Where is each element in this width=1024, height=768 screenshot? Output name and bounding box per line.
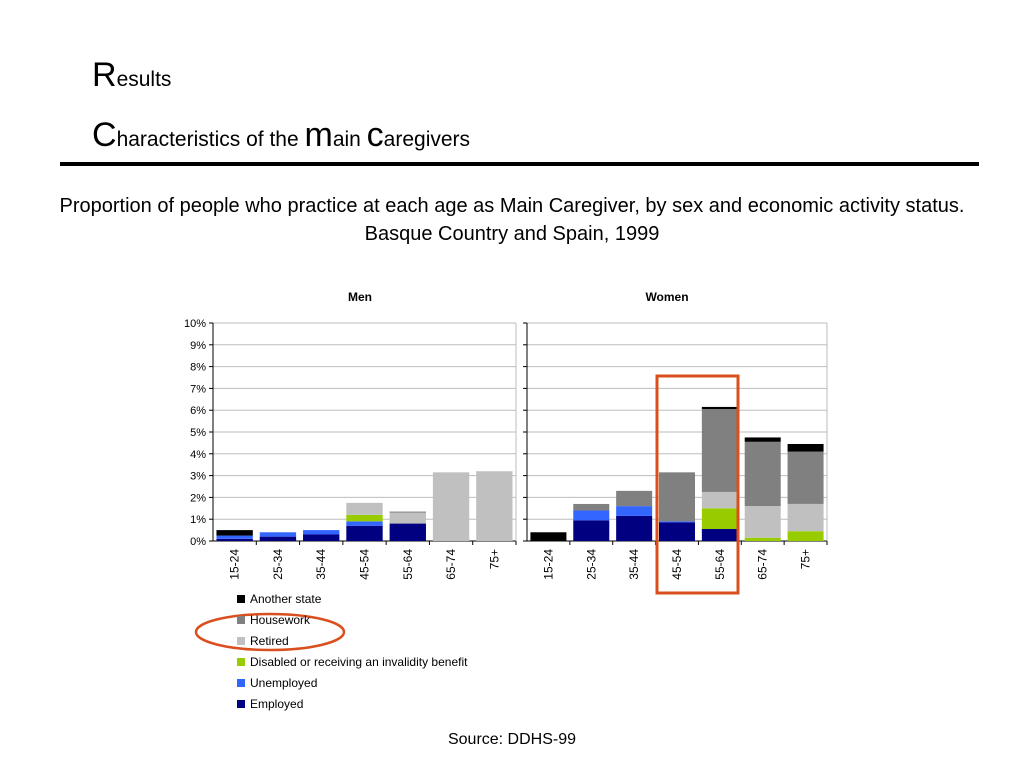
bar-segment-housework [659,472,695,522]
panel-title-men: Men [348,290,372,304]
legend-swatch [237,616,245,624]
bar-segment-retired [476,471,513,541]
x-tick-label: 75+ [799,549,813,569]
x-tick-label: 55-64 [713,549,727,580]
bar-segment-unemployed [616,506,653,516]
legend-item: Unemployed [237,676,317,690]
x-tick-label: 15-24 [228,549,242,580]
x-tick-label: 25-34 [584,549,598,580]
bar-segment-housework [701,409,738,492]
bar-segment-another-state [701,406,738,410]
bar-segment-another-state [787,443,824,452]
bar-segment-employed [573,520,610,541]
y-tick-label: 7% [190,383,206,395]
x-tick-label: 75+ [487,549,501,569]
legend-label: Disabled or receiving an invalidity bene… [250,655,468,669]
bar-segment-retired [432,472,470,541]
legend-item: Housework [237,613,310,627]
legend-label: Retired [250,634,289,648]
legend-item: Disabled or receiving an invalidity bene… [237,655,467,669]
legend-label: Unemployed [250,676,318,690]
bar-segment-employed [303,534,340,541]
y-tick-label: 10% [184,318,206,330]
x-tick-label: 35-44 [314,549,328,580]
legend-swatch [237,658,245,666]
legend-label: Another state [250,592,322,606]
bar-segment-unemployed [346,521,383,526]
legend-swatch [237,700,245,708]
panel-men: 0% 1% 2% 3% 4% 5% 6% 7% 8% 9% 10% Men 15-24 25-34 35-4… [184,290,517,580]
x-tick-label: 35-44 [627,549,641,580]
bar-segment-disabled-or-receiving-an-invalidity-benefit [744,537,781,541]
bar-segment-housework [744,441,781,507]
y-tick-label: 6% [190,405,206,417]
subtitle-line-1: Proportion of people who practice at eac… [59,195,965,217]
x-tick-label: 15-24 [541,549,555,580]
bar-segment-employed [659,522,695,541]
x-tick-label: 65-74 [444,549,458,580]
bar-segment-employed [616,515,653,541]
bar-segment-retired [787,503,824,532]
bar-segment-housework [573,503,610,511]
bar-segment-another-state [530,532,567,541]
title-characteristics: Characteristics of the main caregivers [92,116,471,154]
bar-segment-retired [389,512,426,524]
bar-segment-employed [346,525,383,541]
legend-label: Housework [250,613,311,627]
legend-swatch [237,637,245,645]
bar-segment-housework [616,490,653,507]
y-tick-label: 4% [190,449,206,461]
bar-segment-housework [787,451,824,504]
bar-segment-employed [216,538,253,541]
subtitle-line-2: Basque Country and Spain, 1999 [364,223,660,245]
bar-segment-unemployed [303,530,340,535]
bar-segment-employed [389,523,426,541]
y-tick-label: 5% [190,427,206,439]
highlight-ellipse [194,612,346,652]
x-tick-label: 55-64 [401,549,415,580]
x-tick-label: 65-74 [756,549,770,580]
bar-segment-disabled-or-receiving-an-invalidity-benefit [346,514,383,522]
bar-segment-disabled-or-receiving-an-invalidity-benefit [787,531,824,541]
bar-segment-retired [346,502,383,515]
source-note: Source: DDHS-99 [447,731,577,748]
bar-segment-disabled-or-receiving-an-invalidity-benefit [701,508,738,530]
bar-segment-unemployed [259,532,297,537]
legend-label: Employed [250,697,304,711]
legend-swatch [237,595,245,603]
legend-item: Retired [237,634,289,648]
y-tick-label: 8% [190,362,206,374]
title-results: Results [92,56,172,94]
bar-segment-another-state [216,530,253,536]
bar-segment-retired [744,506,781,538]
bar-segment-employed [259,536,297,541]
chart-subtitle: Proportion of people who practice at eac… [40,192,984,248]
y-tick-label: 9% [190,340,206,352]
bar-segment-unemployed [659,521,695,523]
panel-women: Women 15-24 25-34 35-44 45-54 55-64 65-74 75+ [523,290,828,580]
x-tick-label: 45-54 [670,549,684,580]
bar-segment-retired [701,491,738,509]
legend-item: Another state [237,592,321,606]
panel-title-women: Women [645,290,688,304]
y-tick-label: 3% [190,471,206,483]
title-divider [60,162,979,166]
y-tick-label: 0% [190,536,206,548]
y-tick-label: 2% [190,492,206,504]
bar-segment-employed [701,529,738,541]
x-tick-label: 25-34 [271,549,285,580]
bar-segment-unemployed [573,510,610,521]
legend-swatch [237,679,245,687]
x-tick-label: 45-54 [358,549,372,580]
legend-item: Employed [237,697,303,711]
y-tick-label: 1% [190,514,206,526]
bar-segment-another-state [744,437,781,442]
bar-segment-housework [389,511,426,513]
bar-segment-unemployed [216,535,253,539]
highlight-box [655,374,740,595]
